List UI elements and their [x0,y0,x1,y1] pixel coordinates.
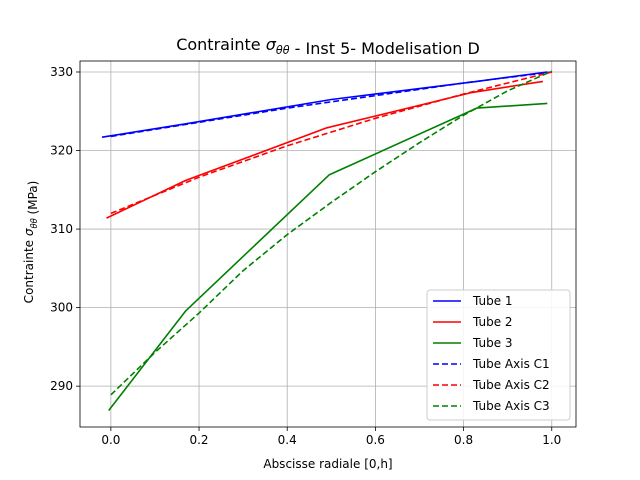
x-tick-label: 0.6 [366,433,385,447]
y-tick-label: 330 [50,65,73,79]
legend-label-1: Tube 2 [472,315,513,329]
y-axis-label: Contrainte σθθ (MPa) [22,181,40,304]
series-line-1 [106,80,544,219]
plot-lines [101,70,553,411]
y-tick-label: 300 [50,301,73,315]
x-tick-label: 0.8 [454,433,473,447]
chart-title: Contrainte σθθ - Inst 5- Modelisation D [176,35,480,58]
series-line-3 [110,71,552,138]
series-line-5 [110,70,553,396]
plot-frame [79,60,577,428]
x-tick-label: 0.2 [189,433,208,447]
x-tick-label: 1.0 [542,433,561,447]
legend-label-5: Tube Axis C3 [472,399,550,413]
y-tick-label: 320 [50,144,73,158]
legend-label-3: Tube Axis C1 [472,357,550,371]
x-tick-label: 0.0 [101,433,120,447]
axis-ticks: 0.0 0.2 0.4 0.6 0.8 1.0 290 300 310 320 330 [50,65,561,447]
series-line-4 [110,71,552,215]
legend: Tube 1 Tube 2 Tube 3 Tube Axis C1 Tube Axis … [426,289,571,421]
series-line-2 [108,102,548,411]
legend-label-2: Tube 3 [472,336,513,350]
y-tick-label: 310 [50,222,73,236]
legend-label-0: Tube 1 [472,294,513,308]
x-tick-label: 0.4 [278,433,297,447]
legend-frame [426,289,571,421]
y-tick-label: 290 [50,379,73,393]
x-axis-label: Abscisse radiale [0,h] [263,457,392,471]
legend-label-4: Tube Axis C2 [472,378,550,392]
